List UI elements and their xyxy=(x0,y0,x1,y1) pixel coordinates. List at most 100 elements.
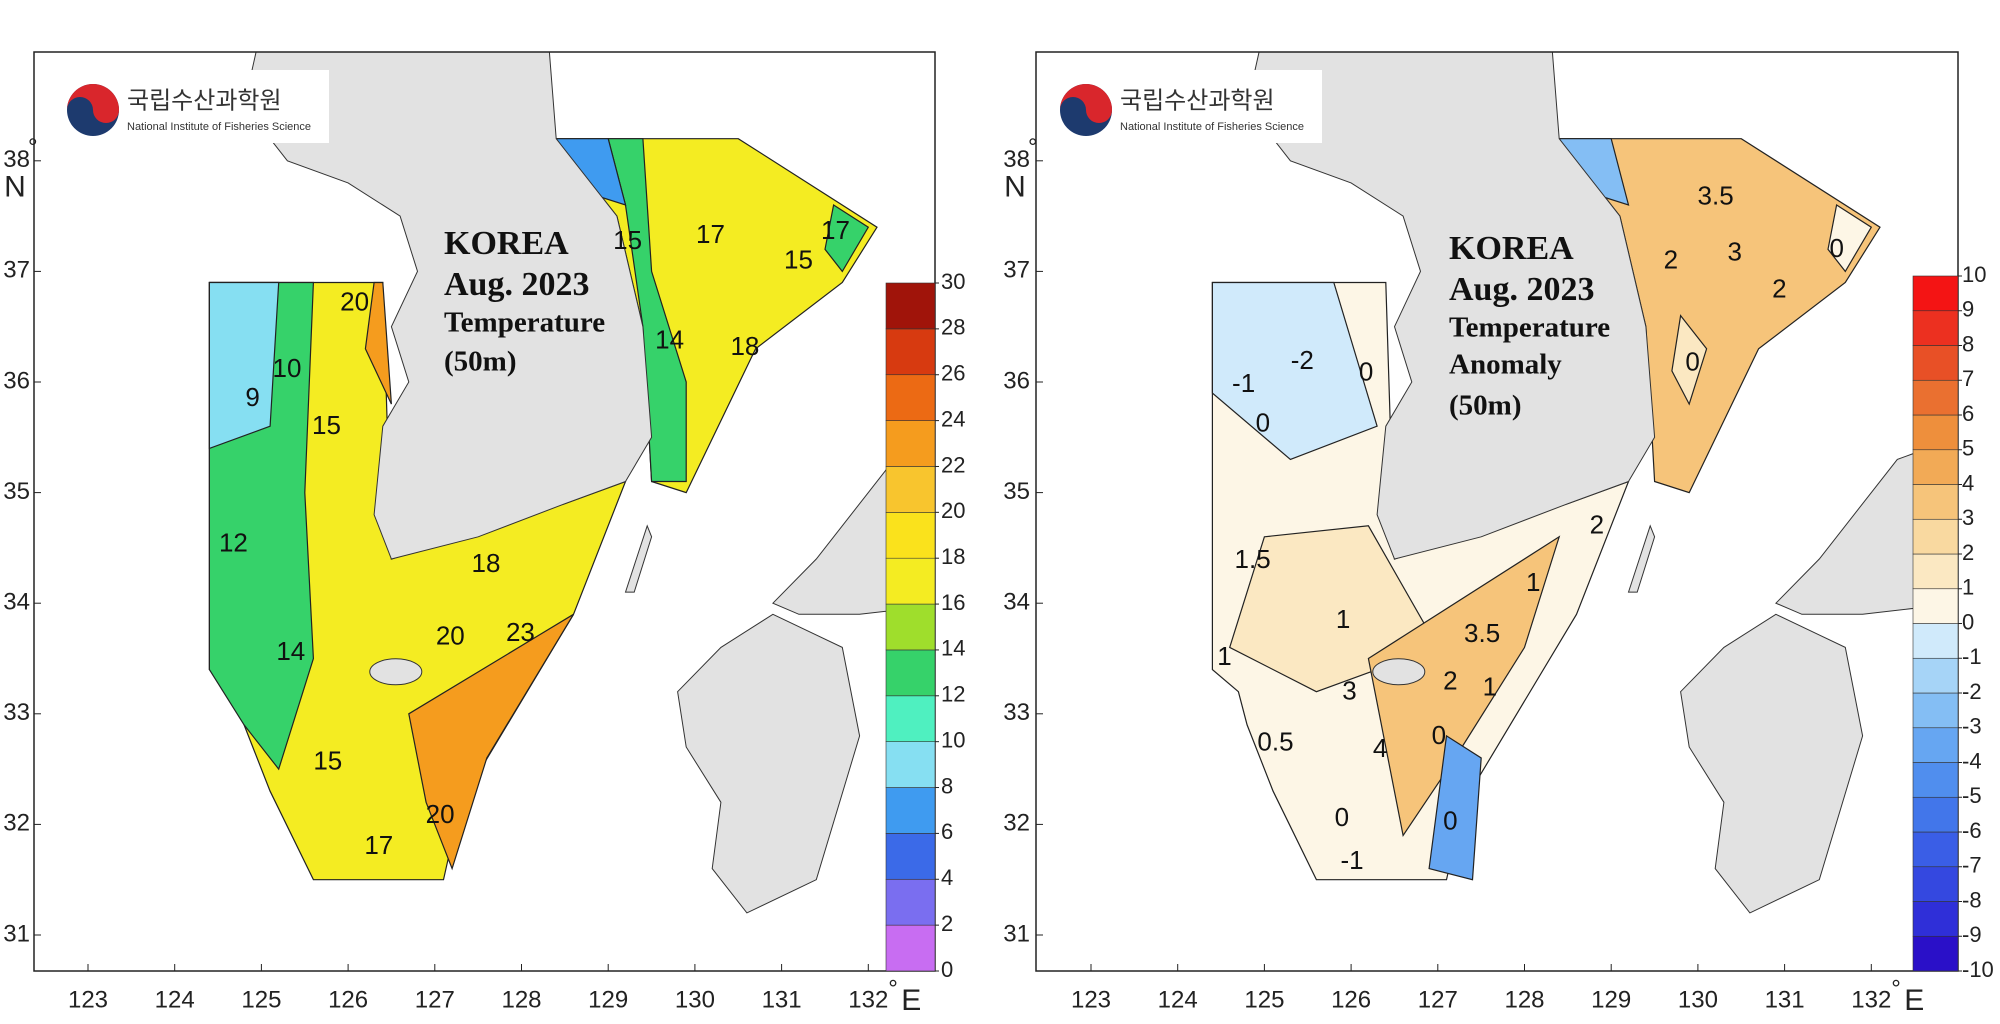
contour-label: 2 xyxy=(1772,274,1786,304)
contour-label: 14 xyxy=(276,636,305,666)
x-tick-label: 128 xyxy=(1504,986,1544,1013)
map-title: Temperature xyxy=(1449,312,1610,344)
colorbar-label: 2 xyxy=(1962,540,1974,565)
contour-label: 0 xyxy=(1359,357,1373,387)
x-tick-label: 126 xyxy=(1331,986,1371,1013)
land xyxy=(772,469,886,615)
x-tick-label: 129 xyxy=(588,986,628,1013)
colorbar-label: 5 xyxy=(1962,436,1974,461)
colorbar-label: 4 xyxy=(1962,470,1974,495)
colorbar-label: 4 xyxy=(941,865,953,890)
contour-label: -1 xyxy=(1232,368,1255,398)
colorbar-bin xyxy=(885,695,936,742)
x-tick-label: 130 xyxy=(675,986,715,1013)
colorbar-bin xyxy=(1912,796,1959,833)
colorbar-label: 6 xyxy=(941,819,953,844)
colorbar-label: 30 xyxy=(941,269,965,294)
contour-label: 2 xyxy=(1590,510,1604,540)
field-zone xyxy=(1367,535,1561,838)
colorbar-label: -8 xyxy=(1962,887,1982,912)
y-tick-label: 34 xyxy=(1003,589,1030,616)
colorbar-label: 12 xyxy=(941,682,965,707)
colorbar-bin xyxy=(1912,866,1959,902)
colorbar-bin xyxy=(885,603,936,651)
colorbar-label: 18 xyxy=(941,544,965,569)
contour-label: 1.5 xyxy=(1235,544,1271,574)
colorbar-label: 6 xyxy=(1962,401,1974,426)
x-tick-label: 123 xyxy=(1071,986,1111,1013)
contour-label: 15 xyxy=(313,746,342,776)
colorbar-label: 28 xyxy=(941,315,965,340)
colorbar-label: -2 xyxy=(1962,679,1982,704)
contour-label: 18 xyxy=(472,548,501,578)
colorbar-label: -4 xyxy=(1962,748,1982,773)
colorbar-bin xyxy=(885,557,936,605)
colorbar-bin xyxy=(1912,275,1959,312)
colorbar-label: -9 xyxy=(1962,922,1982,947)
y-unit: N xyxy=(1004,171,1026,204)
y-tick-label: 33 xyxy=(3,699,30,726)
contour-label: 0 xyxy=(1335,802,1349,832)
colorbar-bin xyxy=(1912,727,1959,763)
field-zone xyxy=(408,613,575,871)
x-tick-label: 126 xyxy=(328,986,368,1013)
colorbar-bin xyxy=(1912,449,1959,485)
colorbar-bin xyxy=(885,282,936,330)
colorbar-label: 2 xyxy=(941,911,953,936)
contour-label: 3 xyxy=(1342,675,1356,705)
x-tick-label: 129 xyxy=(1591,986,1631,1013)
y-tick-label: 35 xyxy=(3,478,30,505)
logo-mark xyxy=(1060,84,1112,123)
y-tick-label: 34 xyxy=(3,589,30,616)
logo-english: National Institute of Fisheries Science xyxy=(1120,121,1304,133)
x-tick-label: 123 xyxy=(68,986,108,1013)
contour-label: 15 xyxy=(784,244,813,274)
colorbar-bin xyxy=(885,741,936,788)
land xyxy=(624,524,653,593)
y-tick-label: 38 xyxy=(1003,146,1030,173)
colorbar-bin xyxy=(1912,518,1959,555)
x-tick-label: 124 xyxy=(1158,986,1198,1013)
colorbar-label: 14 xyxy=(941,636,965,661)
x-tick-label: 125 xyxy=(241,986,281,1013)
y-tick-label: 32 xyxy=(1003,810,1030,837)
map-title: Temperature xyxy=(444,307,605,339)
contour-label: 2 xyxy=(1664,244,1678,274)
colorbar-bin xyxy=(1912,935,1959,972)
contour-label: 1 xyxy=(1526,567,1540,597)
map-title: Aug. 2023 xyxy=(444,266,589,303)
contour-label: 20 xyxy=(436,621,465,651)
colorbar-bin xyxy=(885,787,936,834)
x-tick-label: 128 xyxy=(501,986,541,1013)
contour-label: 20 xyxy=(426,799,455,829)
colorbar-label: -6 xyxy=(1962,818,1982,843)
x-tick-label: 132 xyxy=(848,986,888,1013)
contour-label: 1 xyxy=(1336,604,1350,634)
x-tick-label: 131 xyxy=(1765,986,1805,1013)
x-tick-label: 125 xyxy=(1244,986,1284,1013)
colorbar-bin xyxy=(885,649,936,697)
colorbar-bin xyxy=(1912,831,1959,868)
colorbar-label: -3 xyxy=(1962,714,1982,739)
x-tick-label: 130 xyxy=(1678,986,1718,1013)
logo-english: National Institute of Fisheries Science xyxy=(127,121,311,133)
colorbar-label: -7 xyxy=(1962,853,1982,878)
degree-sign: ° xyxy=(888,975,898,1002)
colorbar-bin xyxy=(885,374,936,421)
colorbar-label: 20 xyxy=(941,498,965,523)
colorbar-label: 8 xyxy=(941,773,953,798)
colorbar-label: 7 xyxy=(1962,366,1974,391)
land xyxy=(243,52,653,560)
logo-korean: 국립수산과학원 xyxy=(127,87,282,114)
colorbar-label: 1 xyxy=(1962,575,1974,600)
colorbar-bin xyxy=(1912,414,1959,451)
map-title: Aug. 2023 xyxy=(1449,271,1594,308)
contour-label: 0 xyxy=(1443,806,1457,836)
x-tick-label: 127 xyxy=(1418,986,1458,1013)
field-zone xyxy=(1671,314,1708,406)
colorbar-label: 8 xyxy=(1962,331,1974,356)
x-unit: E xyxy=(1904,984,1924,1017)
contour-label: 23 xyxy=(506,617,535,647)
x-tick-label: 131 xyxy=(762,986,802,1013)
